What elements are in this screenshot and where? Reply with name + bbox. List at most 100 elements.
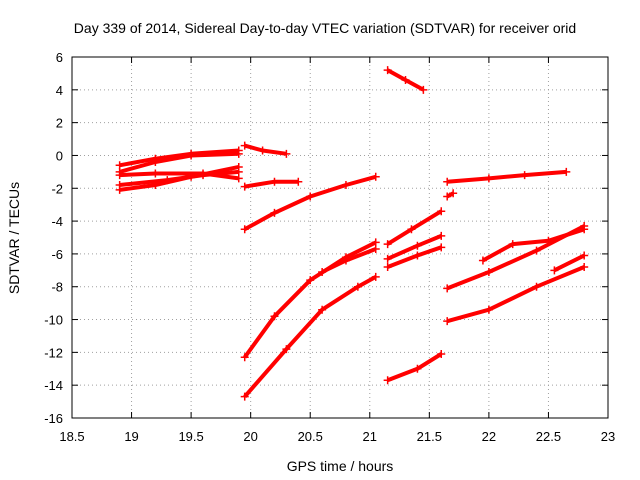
data-point — [419, 85, 428, 94]
data-point — [371, 244, 380, 253]
y-tick-label: -14 — [44, 378, 63, 393]
data-point — [371, 172, 380, 181]
y-axis-label: SDTVAR / TECUs — [6, 182, 22, 294]
data-point — [199, 171, 208, 180]
x-tick-label: 19 — [124, 429, 138, 444]
data-point — [449, 189, 458, 198]
x-tick-label: 18.5 — [59, 429, 84, 444]
data-point — [163, 176, 172, 185]
data-series-2 — [119, 151, 239, 174]
y-tick-label: 4 — [56, 83, 63, 98]
data-series-9 — [243, 240, 377, 359]
x-tick-label: 21.5 — [417, 429, 442, 444]
data-point — [258, 146, 267, 155]
data-point — [234, 167, 243, 176]
data-point — [437, 207, 446, 216]
data-series-21 — [446, 265, 585, 324]
data-series — [115, 66, 589, 401]
data-point — [306, 192, 315, 201]
data-point — [443, 192, 452, 201]
data-point — [437, 350, 446, 359]
data-point — [353, 282, 362, 291]
data-point — [306, 276, 315, 285]
y-tick-label: -2 — [51, 181, 63, 196]
x-tick-label: 20.5 — [298, 429, 323, 444]
data-point — [562, 167, 571, 176]
data-point — [413, 241, 422, 250]
axis-ticks: 18.5 19 19.5 20 20.5 21 21.5 22 22.5 23-16-14-12-… — [44, 50, 615, 444]
y-tick-label: -6 — [51, 247, 63, 262]
x-axis-label: GPS time / hours — [287, 458, 394, 474]
data-point — [115, 171, 124, 180]
x-tick-label: 23 — [601, 429, 615, 444]
data-point — [234, 149, 243, 158]
data-point — [532, 246, 541, 255]
data-point — [240, 182, 249, 191]
data-point — [187, 151, 196, 160]
data-point — [413, 251, 422, 260]
data-series-1 — [119, 148, 239, 168]
x-tick-label: 22 — [482, 429, 496, 444]
x-tick-label: 22.5 — [536, 429, 561, 444]
data-point — [270, 177, 279, 186]
y-tick-label: 0 — [56, 148, 63, 163]
x-tick-label: 19.5 — [178, 429, 203, 444]
data-point — [520, 171, 529, 180]
data-point — [282, 345, 291, 354]
data-point — [294, 177, 303, 186]
data-point — [484, 305, 493, 314]
data-series-3 — [119, 171, 240, 181]
data-point — [550, 266, 559, 275]
data-series-16 — [386, 352, 443, 383]
y-tick-label: 6 — [56, 50, 63, 65]
data-point — [484, 267, 493, 276]
data-point — [383, 66, 392, 75]
data-point — [383, 254, 392, 263]
data-point — [508, 240, 517, 249]
data-point — [240, 392, 249, 401]
y-tick-label: -16 — [44, 411, 63, 426]
data-point — [443, 317, 452, 326]
data-point — [413, 364, 422, 373]
data-series-20 — [481, 227, 585, 263]
data-point — [532, 282, 541, 291]
data-series-18 — [447, 169, 567, 184]
grid-lines — [72, 57, 608, 418]
plot-frame — [71, 56, 609, 419]
data-point — [270, 312, 279, 321]
y-tick-label: 2 — [56, 116, 63, 131]
data-point — [341, 180, 350, 189]
data-point — [240, 141, 249, 150]
data-point — [544, 236, 553, 245]
data-point — [151, 158, 160, 167]
data-point — [240, 353, 249, 362]
data-point — [282, 149, 291, 158]
data-point — [580, 251, 589, 260]
data-point — [371, 272, 380, 281]
data-series-22 — [553, 253, 586, 273]
data-point — [383, 376, 392, 385]
data-point — [270, 208, 279, 217]
x-tick-label: 20 — [243, 429, 257, 444]
data-point — [437, 243, 446, 252]
data-point — [484, 174, 493, 183]
data-series-10 — [243, 275, 377, 399]
data-point — [318, 267, 327, 276]
y-tick-label: -12 — [44, 345, 63, 360]
y-tick-label: -4 — [51, 214, 63, 229]
data-point — [478, 256, 487, 265]
data-point — [580, 225, 589, 234]
data-point — [443, 284, 452, 293]
data-point — [151, 169, 160, 178]
data-point — [383, 263, 392, 272]
data-point — [407, 225, 416, 234]
data-point — [240, 225, 249, 234]
x-tick-label: 21 — [363, 429, 377, 444]
data-point — [115, 180, 124, 189]
data-point — [318, 305, 327, 314]
data-point — [401, 75, 410, 84]
data-point — [341, 256, 350, 265]
chart-title: Day 339 of 2014, Sidereal Day-to-day VTE… — [74, 20, 576, 36]
data-series-5 — [119, 169, 239, 187]
